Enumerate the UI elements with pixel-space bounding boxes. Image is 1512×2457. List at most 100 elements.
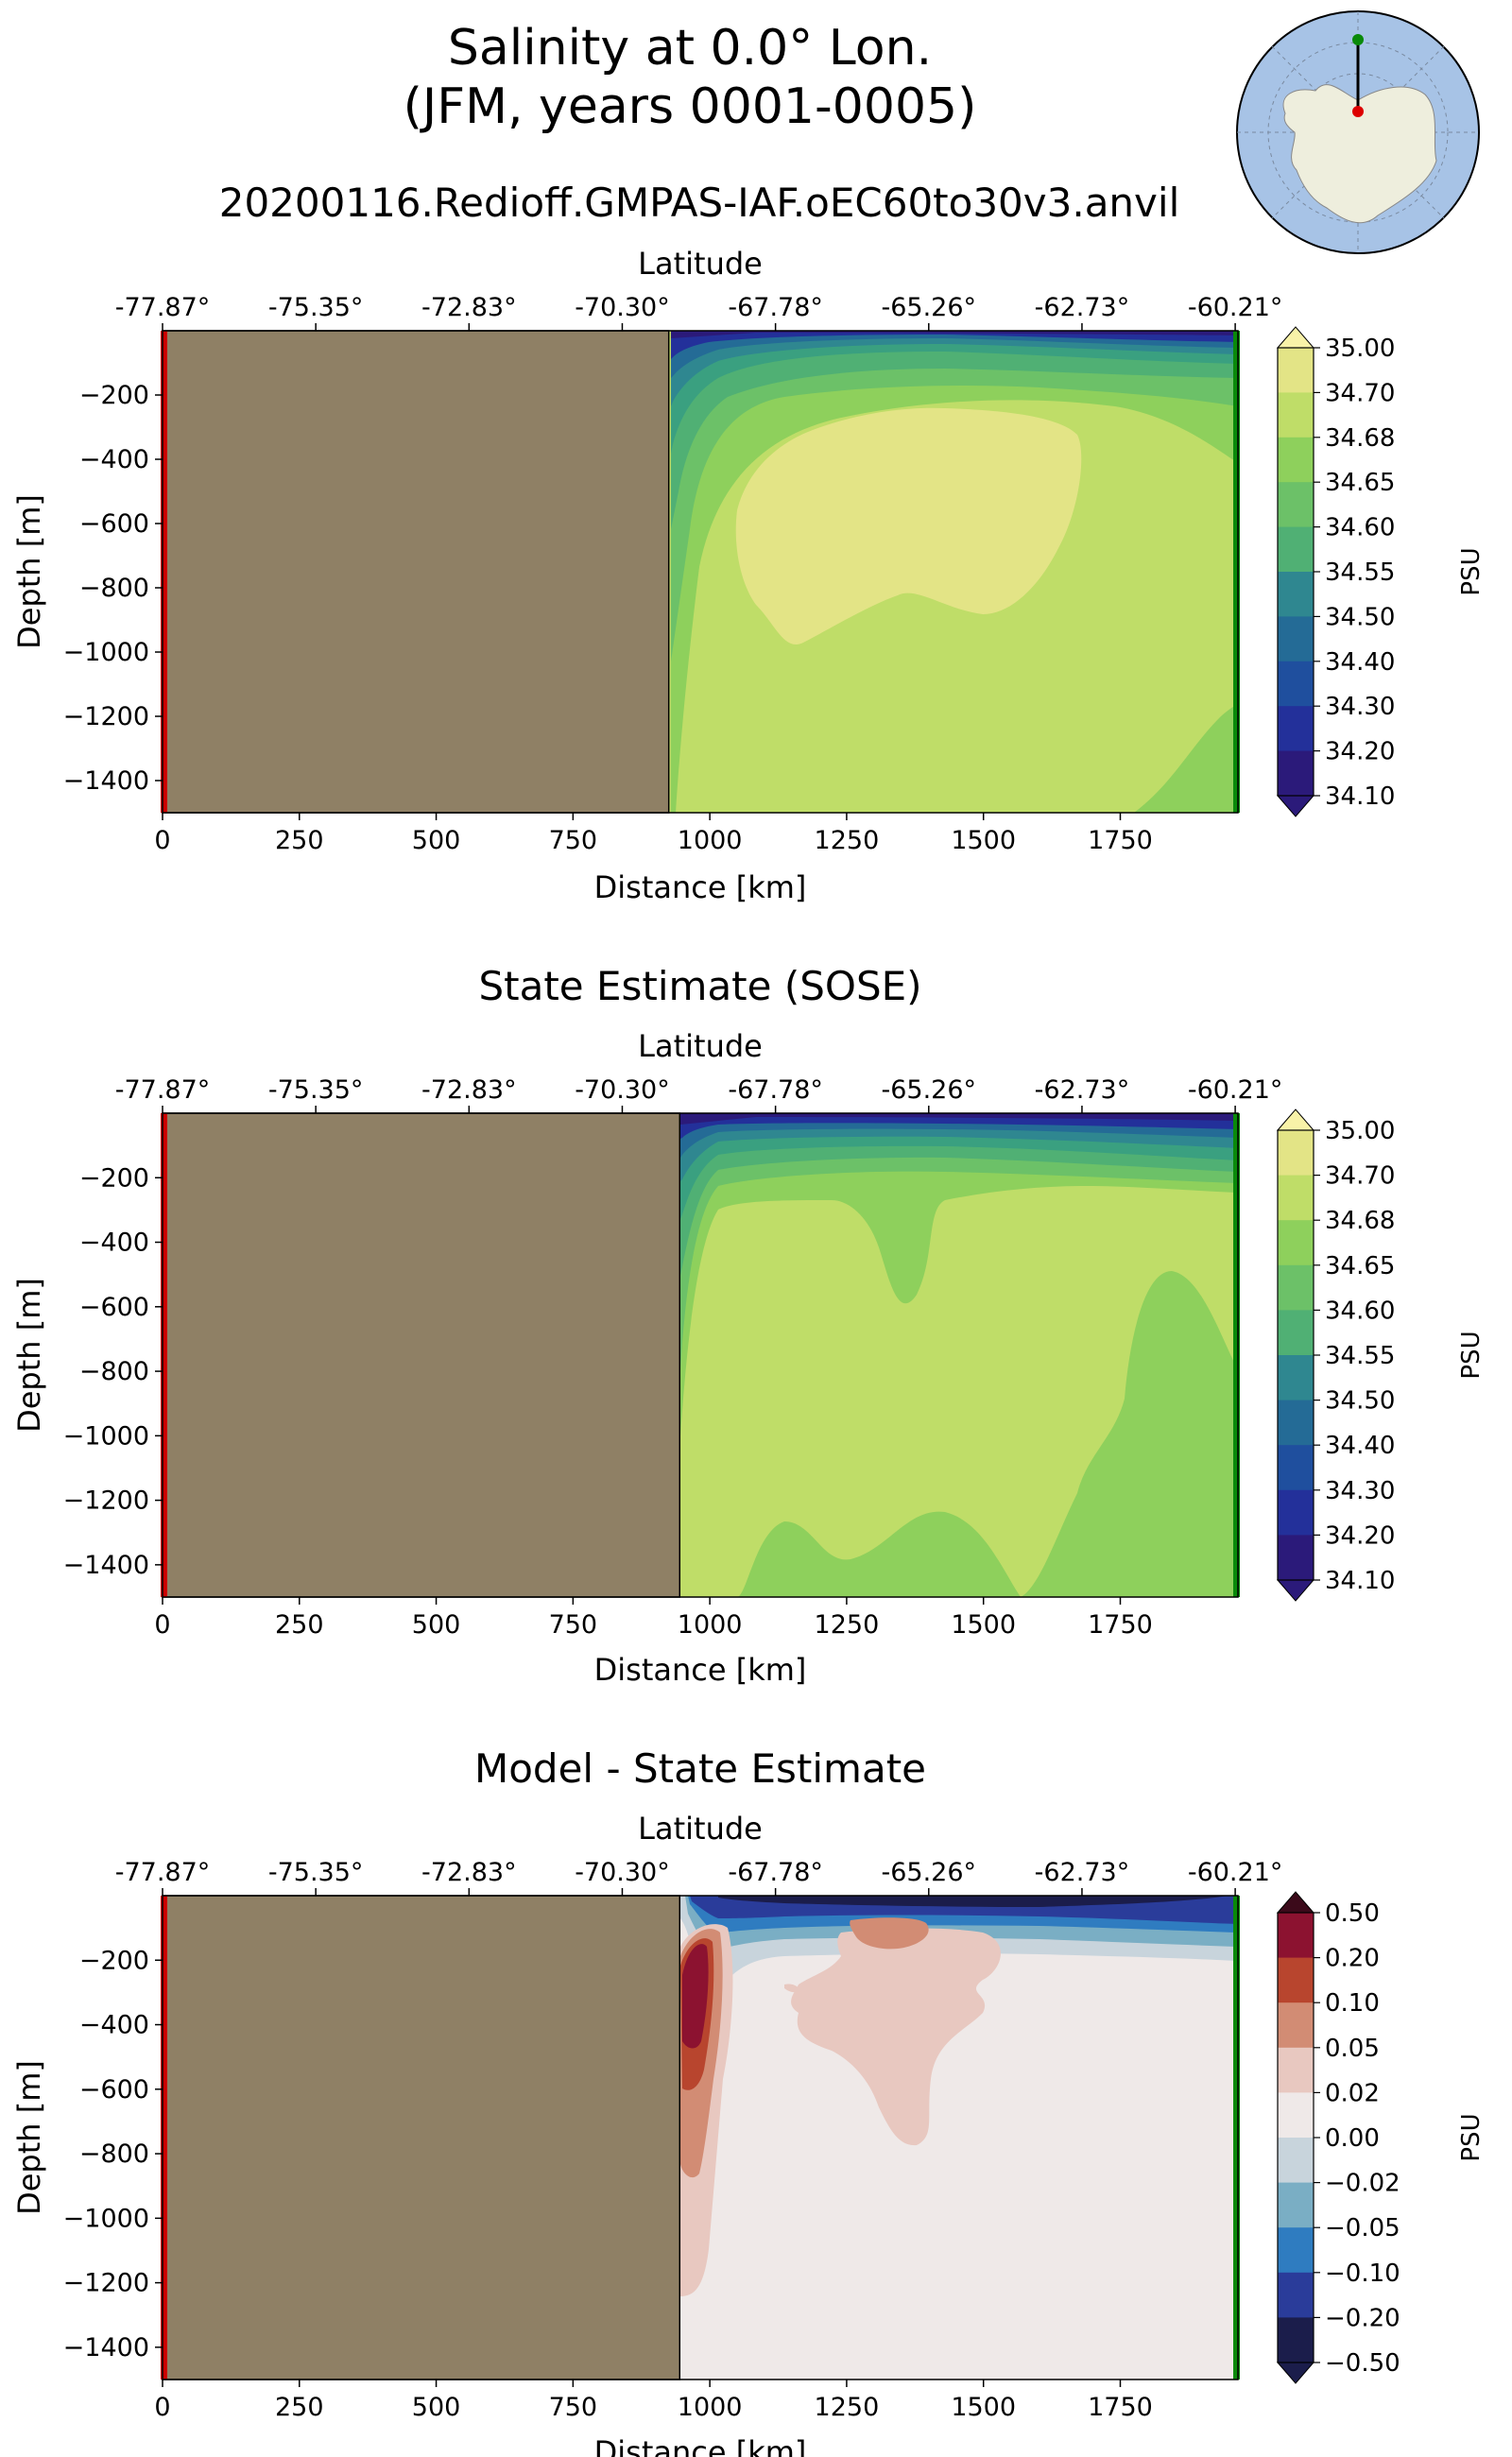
diff-colorbar-segment [1278,2317,1314,2363]
model-colorbar-segment [1278,706,1314,752]
panel-model: 0 250 500 750 1000 1250 1500 1750 −200−400−600−… [11,246,1486,905]
sose-y-label: Depth [m] [11,1278,47,1433]
model-band-3420 [671,331,1238,359]
sose-x-tick-label: 1250 [815,1610,880,1640]
model-band-3410 [671,331,1238,338]
diff-x-tick-label: 1250 [815,2393,880,2422]
model-y-tick-label: −1000 [63,638,149,667]
inset-map [1236,10,1480,254]
diff-lat-tick-label: -70.30° [575,1858,670,1887]
sose-y-tick-label: −1200 [63,1486,149,1516]
sose-x-tick-label: 1500 [951,1610,1016,1640]
model-start-marker [161,331,167,813]
model-lat-tick-label: -70.30° [575,293,670,322]
sose-y-tick-label: −1000 [63,1421,149,1451]
model-colorbar-segment [1278,661,1314,707]
model-colorbar-segment [1278,750,1314,797]
sose-colorbar-tick-label: 34.40 [1325,1432,1395,1460]
model-colorbar-tick-label: 34.55 [1325,558,1395,587]
model-y-tick-label: −800 [79,574,149,603]
diff-colorbar-tick-label: −0.20 [1325,2304,1400,2332]
sose-y-axis: −200 −400 −600 −800 −1000 −1200 −1400 [63,1163,163,1580]
sose-start-marker [161,1113,167,1597]
model-end-marker [1233,331,1240,813]
model-plot-frame [162,330,1239,814]
diff-y-tick-label: −600 [79,2075,149,2105]
diff-x-tick-label: 0 [154,2393,170,2422]
sose-colorbar-segment [1278,1355,1314,1401]
sose-x-tick-label: 750 [549,1610,598,1640]
sose-colorbar-segment [1278,1175,1314,1221]
sose-x-tick-label: 1750 [1088,1610,1153,1640]
model-latitude-label: Latitude [638,246,763,282]
title-line-1: Salinity at 0.0° Lon. [447,20,933,77]
diff-x-tick-label: 1750 [1088,2393,1153,2422]
diff-small-patch [784,1984,799,1993]
sose-x-tick-label: 1000 [678,1610,743,1640]
sose-lat-tick-label: -77.87° [115,1075,211,1105]
sose-lat-tick-label: -67.78° [728,1075,823,1105]
sose-lat-tick-label: -60.21° [1188,1075,1283,1105]
sose-colorbar-segment [1278,1535,1314,1581]
diff-colorbar-tick-label: 0.10 [1325,1989,1380,2018]
model-y-tick-label: −1200 [63,702,149,731]
sose-colorbar: 35.00 34.70 34.68 34.65 34.60 34.55 34.50 34.40… [1276,1108,1395,1602]
diff-y-axis: −200 −400 −600 −800 −1000 −1200 −1400 [63,1946,163,2362]
model-colorbar-segment [1278,348,1314,393]
sose-x-axis: 0 250 500 750 1000 1250 1500 1750 [154,1597,1153,1640]
diff-y-tick-label: −1000 [63,2204,149,2233]
model-y-tick-label: −1400 [63,766,149,796]
model-x-tick-label: 1750 [1088,826,1153,855]
model-colorbar-tick-label: 34.10 [1325,782,1395,811]
sose-y-tick-label: −1400 [63,1551,149,1580]
inset-start-point [1352,106,1364,117]
model-lat-tick-label: -72.83° [421,293,517,322]
sose-band-3468 [680,1113,1238,1597]
diff-colorbar-tick-label: −0.50 [1325,2349,1400,2378]
model-colorbar: 35.00 34.70 34.68 34.65 34.60 34.55 34.50 34.40… [1276,326,1395,817]
sose-colorbar-segment [1278,1264,1314,1311]
model-colorbar-segment [1278,572,1314,617]
model-x-tick-label: 750 [549,826,598,855]
model-deep-lower-salinity [1134,704,1238,813]
model-y-axis: −200 −400 −600 −800 −1000 −1200 −1400 [63,381,163,796]
model-colorbar-tick-label: 34.68 [1325,424,1395,453]
sose-x-tick-label: 500 [412,1610,461,1640]
model-colorbar-tick-label: 34.20 [1325,738,1395,766]
sose-lat-tick-label: -75.35° [268,1075,364,1105]
model-colorbar-label: PSU [1457,547,1486,595]
panel-sose: State Estimate (SOSE) 0 250 500 750 1000 1250… [11,963,1486,1688]
model-colorbar-tick-label: 34.65 [1325,469,1395,497]
model-x-tick-label: 500 [412,826,461,855]
panel-diff: Model - State Estimate 0 250 500 750 1000 125… [11,1745,1486,2457]
sose-lat-tick-label: -70.30° [575,1075,670,1105]
diff-x-tick-label: 500 [412,2393,461,2422]
diff-interior-positive [791,1928,1001,2146]
diff-lat-tick-label: -75.35° [268,1858,364,1887]
diff-lat-tick-label: -77.87° [115,1858,211,1887]
model-colorbar-segment [1278,616,1314,662]
diff-title: Model - State Estimate [474,1745,926,1792]
sose-colorbar-tick-label: 34.50 [1325,1387,1395,1416]
diff-colorbar-tick-label: 0.00 [1325,2124,1380,2153]
diff-y-tick-label: −1400 [63,2333,149,2362]
diff-x-tick-label: 750 [549,2393,598,2422]
diff-colorbar-tick-label: −0.02 [1325,2170,1400,2198]
figure-title: Salinity at 0.0° Lon. (JFM, years 0001-0… [0,19,1380,136]
sose-y-tick-label: −200 [79,1163,149,1193]
sose-y-tick-label: −600 [79,1293,149,1322]
model-latitude-axis: -77.87° -75.35° -72.83° -70.30° -67.78° -65.2… [115,293,1282,331]
model-colorbar-segment [1278,526,1314,573]
diff-colorbar-segment [1278,2272,1314,2318]
diff-plot-frame [162,1895,1239,2380]
sose-y-tick-label: −800 [79,1357,149,1386]
diff-end-marker [1233,1896,1240,2380]
model-band-3430 [671,331,1238,378]
sose-colorbar-label: PSU [1457,1331,1486,1379]
model-x-tick-label: 250 [275,826,324,855]
model-colorbar-min-extension [1276,795,1315,817]
diff-y-tick-label: −1200 [63,2269,149,2298]
model-x-label: Distance [km] [594,869,807,905]
diff-x-label: Distance [km] [594,2434,807,2457]
